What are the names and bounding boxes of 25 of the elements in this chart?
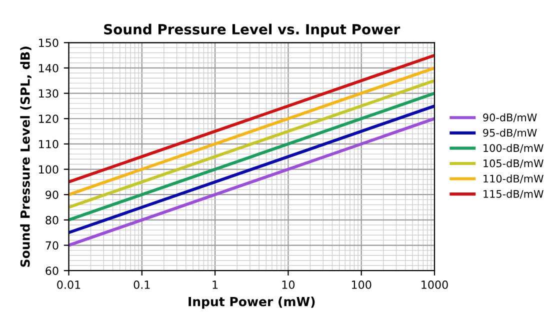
y-tick-label: 60: [46, 266, 58, 275]
x-tick-label: 0.1: [134, 280, 150, 289]
chart-title: Sound Pressure Level vs. Input Power: [104, 24, 400, 38]
legend-label: 90-dB/mW: [483, 113, 537, 122]
x-tick-label: 0.01: [57, 280, 80, 289]
y-tick-label: 70: [46, 241, 58, 250]
legend-label: 110-dB/mW: [484, 174, 544, 184]
x-axis-title: Input Power (mW): [188, 296, 315, 309]
y-tick-label: 130: [39, 89, 58, 98]
y-axis-title: Sound Pressure Level (SPL, dB): [20, 46, 32, 267]
y-tick-label: 90: [46, 190, 58, 199]
y-tick-label: 120: [39, 114, 58, 124]
legend-label: 100-dB/mW: [484, 144, 544, 153]
legend-label: 105-dB/mW: [484, 159, 544, 168]
y-tick-label: 150: [39, 38, 58, 48]
y-tick-label: 110: [39, 140, 58, 148]
x-tick-label: 1: [212, 280, 218, 289]
x-tick-label: 10: [282, 280, 295, 289]
legend-label: 95-dB/mW: [483, 128, 537, 138]
y-tick-label: 80: [46, 216, 58, 224]
x-tick-label: 1000: [422, 280, 448, 289]
x-tick-label: 100: [352, 280, 372, 289]
y-tick-label: 100: [39, 165, 58, 174]
y-tick-label: 140: [39, 64, 58, 72]
legend-label: 115-dB/mW: [484, 190, 544, 199]
